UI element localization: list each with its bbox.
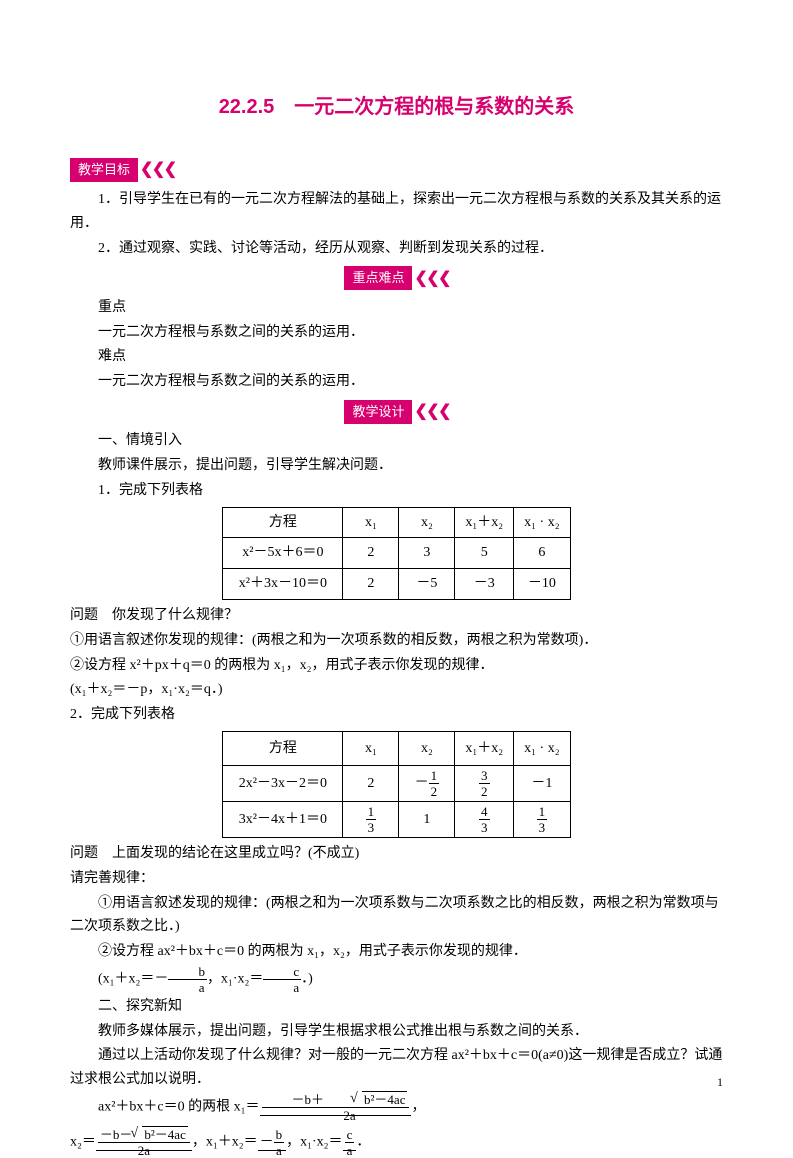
th: 方程	[223, 731, 343, 765]
sec2-p1: 教师多媒体展示，提出问题，引导学生根据求根公式推出根与系数之间的关系．	[70, 1020, 723, 1044]
sec1-h: 一、情境引入	[70, 429, 723, 453]
table-row: x²＋3x－10＝0 2 －5 －3 －10	[223, 569, 570, 600]
chevrons-icon: ❮ ❮ ❮	[414, 398, 448, 425]
q1-p1: 问题 你发现了什么规律？	[70, 604, 723, 628]
td: －1	[514, 765, 570, 801]
td: x²－5x＋6＝0	[223, 538, 343, 569]
table-2: 方程 x₁ x₂ x₁＋x₂ x₁ · x₂ 2x²－3x－2＝0 2 －12 …	[222, 731, 570, 838]
txt: ．)	[301, 972, 313, 987]
txt: x₂＝	[70, 1135, 96, 1150]
th: x₁ · x₂	[514, 731, 570, 765]
td: －3	[455, 569, 514, 600]
q1-p3: ②设方程 x²＋px＋q＝0 的两根为 x₁，x₂，用式子表示你发现的规律．	[70, 654, 723, 678]
banner-keypoints: 重点难点 ❮ ❮ ❮	[70, 265, 723, 292]
td: 2	[343, 569, 399, 600]
key-t2: 一元二次方程根与系数之间的关系的运用．	[70, 370, 723, 394]
txt: ，x₁＋x₂＝	[192, 1135, 258, 1150]
td: 2	[343, 538, 399, 569]
goal-1: 1．引导学生在已有的一元二次方程解法的基础上，探索出一元二次方程根与系数的关系及…	[70, 188, 723, 236]
th: x₁	[343, 731, 399, 765]
q1-p2: ①用语言叙述你发现的规律：(两根之和为一次项系数的相反数，两根之积为常数项)．	[70, 629, 723, 653]
page-number: 1	[717, 1072, 723, 1092]
td: 2	[343, 765, 399, 801]
chevrons-icon: ❮ ❮ ❮	[140, 156, 174, 183]
sec2-eq1: ax²＋bx＋c＝0 的两根 x₁＝－b＋b²－4ac2a，	[70, 1093, 723, 1122]
txt: ．	[356, 1135, 370, 1150]
banner-goals: 教学目标 ❮ ❮ ❮	[70, 156, 174, 183]
banner-goals-label: 教学目标	[70, 158, 138, 182]
sec2-eq2: x₂＝－b－b²－4ac2a，x₁＋x₂＝－ba，x₁·x₂＝ca．	[70, 1128, 723, 1157]
txt: ，x₁·x₂＝	[207, 972, 263, 987]
sec2-h: 二、探究新知	[70, 995, 723, 1019]
th: x₁＋x₂	[455, 731, 514, 765]
txt: (x₁＋x₂＝－	[98, 972, 168, 987]
txt: ，x₁·x₂＝	[286, 1135, 342, 1150]
td: 1	[399, 801, 455, 837]
key-h2: 难点	[70, 345, 723, 369]
th: x₂	[399, 507, 455, 538]
key-t1: 一元二次方程根与系数之间的关系的运用．	[70, 321, 723, 345]
q2-p3: ①用语言叙述发现的规律：(两根之和为一次项系数与二次项系数之比的相反数，两根之积…	[70, 892, 723, 940]
txt: ，	[411, 1100, 425, 1115]
td: x²＋3x－10＝0	[223, 569, 343, 600]
chevrons-icon: ❮ ❮ ❮	[414, 265, 448, 292]
td: 3x²－4x＋1＝0	[223, 801, 343, 837]
q2-p5: (x₁＋x₂＝－ba，x₁·x₂＝ca．)	[70, 965, 723, 994]
td: 2x²－3x－2＝0	[223, 765, 343, 801]
banner-design-label: 教学设计	[344, 400, 412, 424]
td: 5	[455, 538, 514, 569]
table-row: 2x²－3x－2＝0 2 －12 32 －1	[223, 765, 570, 801]
sec1-p2: 1．完成下列表格	[70, 479, 723, 503]
sec2-p2: 通过以上活动你发现了什么规律？对一般的一元二次方程 ax²＋bx＋c＝0(a≠0…	[70, 1044, 723, 1092]
sec1-p1: 教师课件展示，提出问题，引导学生解决问题．	[70, 454, 723, 478]
td: 13	[514, 801, 570, 837]
th: x₁	[343, 507, 399, 538]
th: 方程	[223, 507, 343, 538]
goal-2: 2．通过观察、实践、讨论等活动，经历从观察、判断到发现关系的过程．	[70, 237, 723, 261]
td: －12	[399, 765, 455, 801]
txt: ax²＋bx＋c＝0 的两根 x₁＝	[98, 1100, 260, 1115]
th: x₁＋x₂	[455, 507, 514, 538]
td: －5	[399, 569, 455, 600]
table-row: x²－5x＋6＝0 2 3 5 6	[223, 538, 570, 569]
q1-p5: 2．完成下列表格	[70, 703, 723, 727]
q2-p2: 请完善规律：	[70, 867, 723, 891]
td: 43	[455, 801, 514, 837]
td: 32	[455, 765, 514, 801]
banner-design: 教学设计 ❮ ❮ ❮	[70, 398, 723, 425]
banner-keypoints-label: 重点难点	[344, 266, 412, 290]
q2-p1: 问题 上面发现的结论在这里成立吗？(不成立)	[70, 842, 723, 866]
table-row: 方程 x₁ x₂ x₁＋x₂ x₁ · x₂	[223, 507, 570, 538]
key-h1: 重点	[70, 296, 723, 320]
q2-p4: ②设方程 ax²＋bx＋c＝0 的两根为 x₁，x₂，用式子表示你发现的规律．	[70, 940, 723, 964]
th: x₁ · x₂	[514, 507, 570, 538]
table-row: 方程 x₁ x₂ x₁＋x₂ x₁ · x₂	[223, 731, 570, 765]
td: 13	[343, 801, 399, 837]
q1-p4: (x₁＋x₂＝－p，x₁·x₂＝q．)	[70, 678, 723, 702]
table-row: 3x²－4x＋1＝0 13 1 43 13	[223, 801, 570, 837]
td: 6	[514, 538, 570, 569]
page-title: 22.2.5 一元二次方程的根与系数的关系	[70, 90, 723, 124]
td: －10	[514, 569, 570, 600]
table-1: 方程 x₁ x₂ x₁＋x₂ x₁ · x₂ x²－5x＋6＝0 2 3 5 6…	[222, 507, 570, 600]
td: 3	[399, 538, 455, 569]
th: x₂	[399, 731, 455, 765]
